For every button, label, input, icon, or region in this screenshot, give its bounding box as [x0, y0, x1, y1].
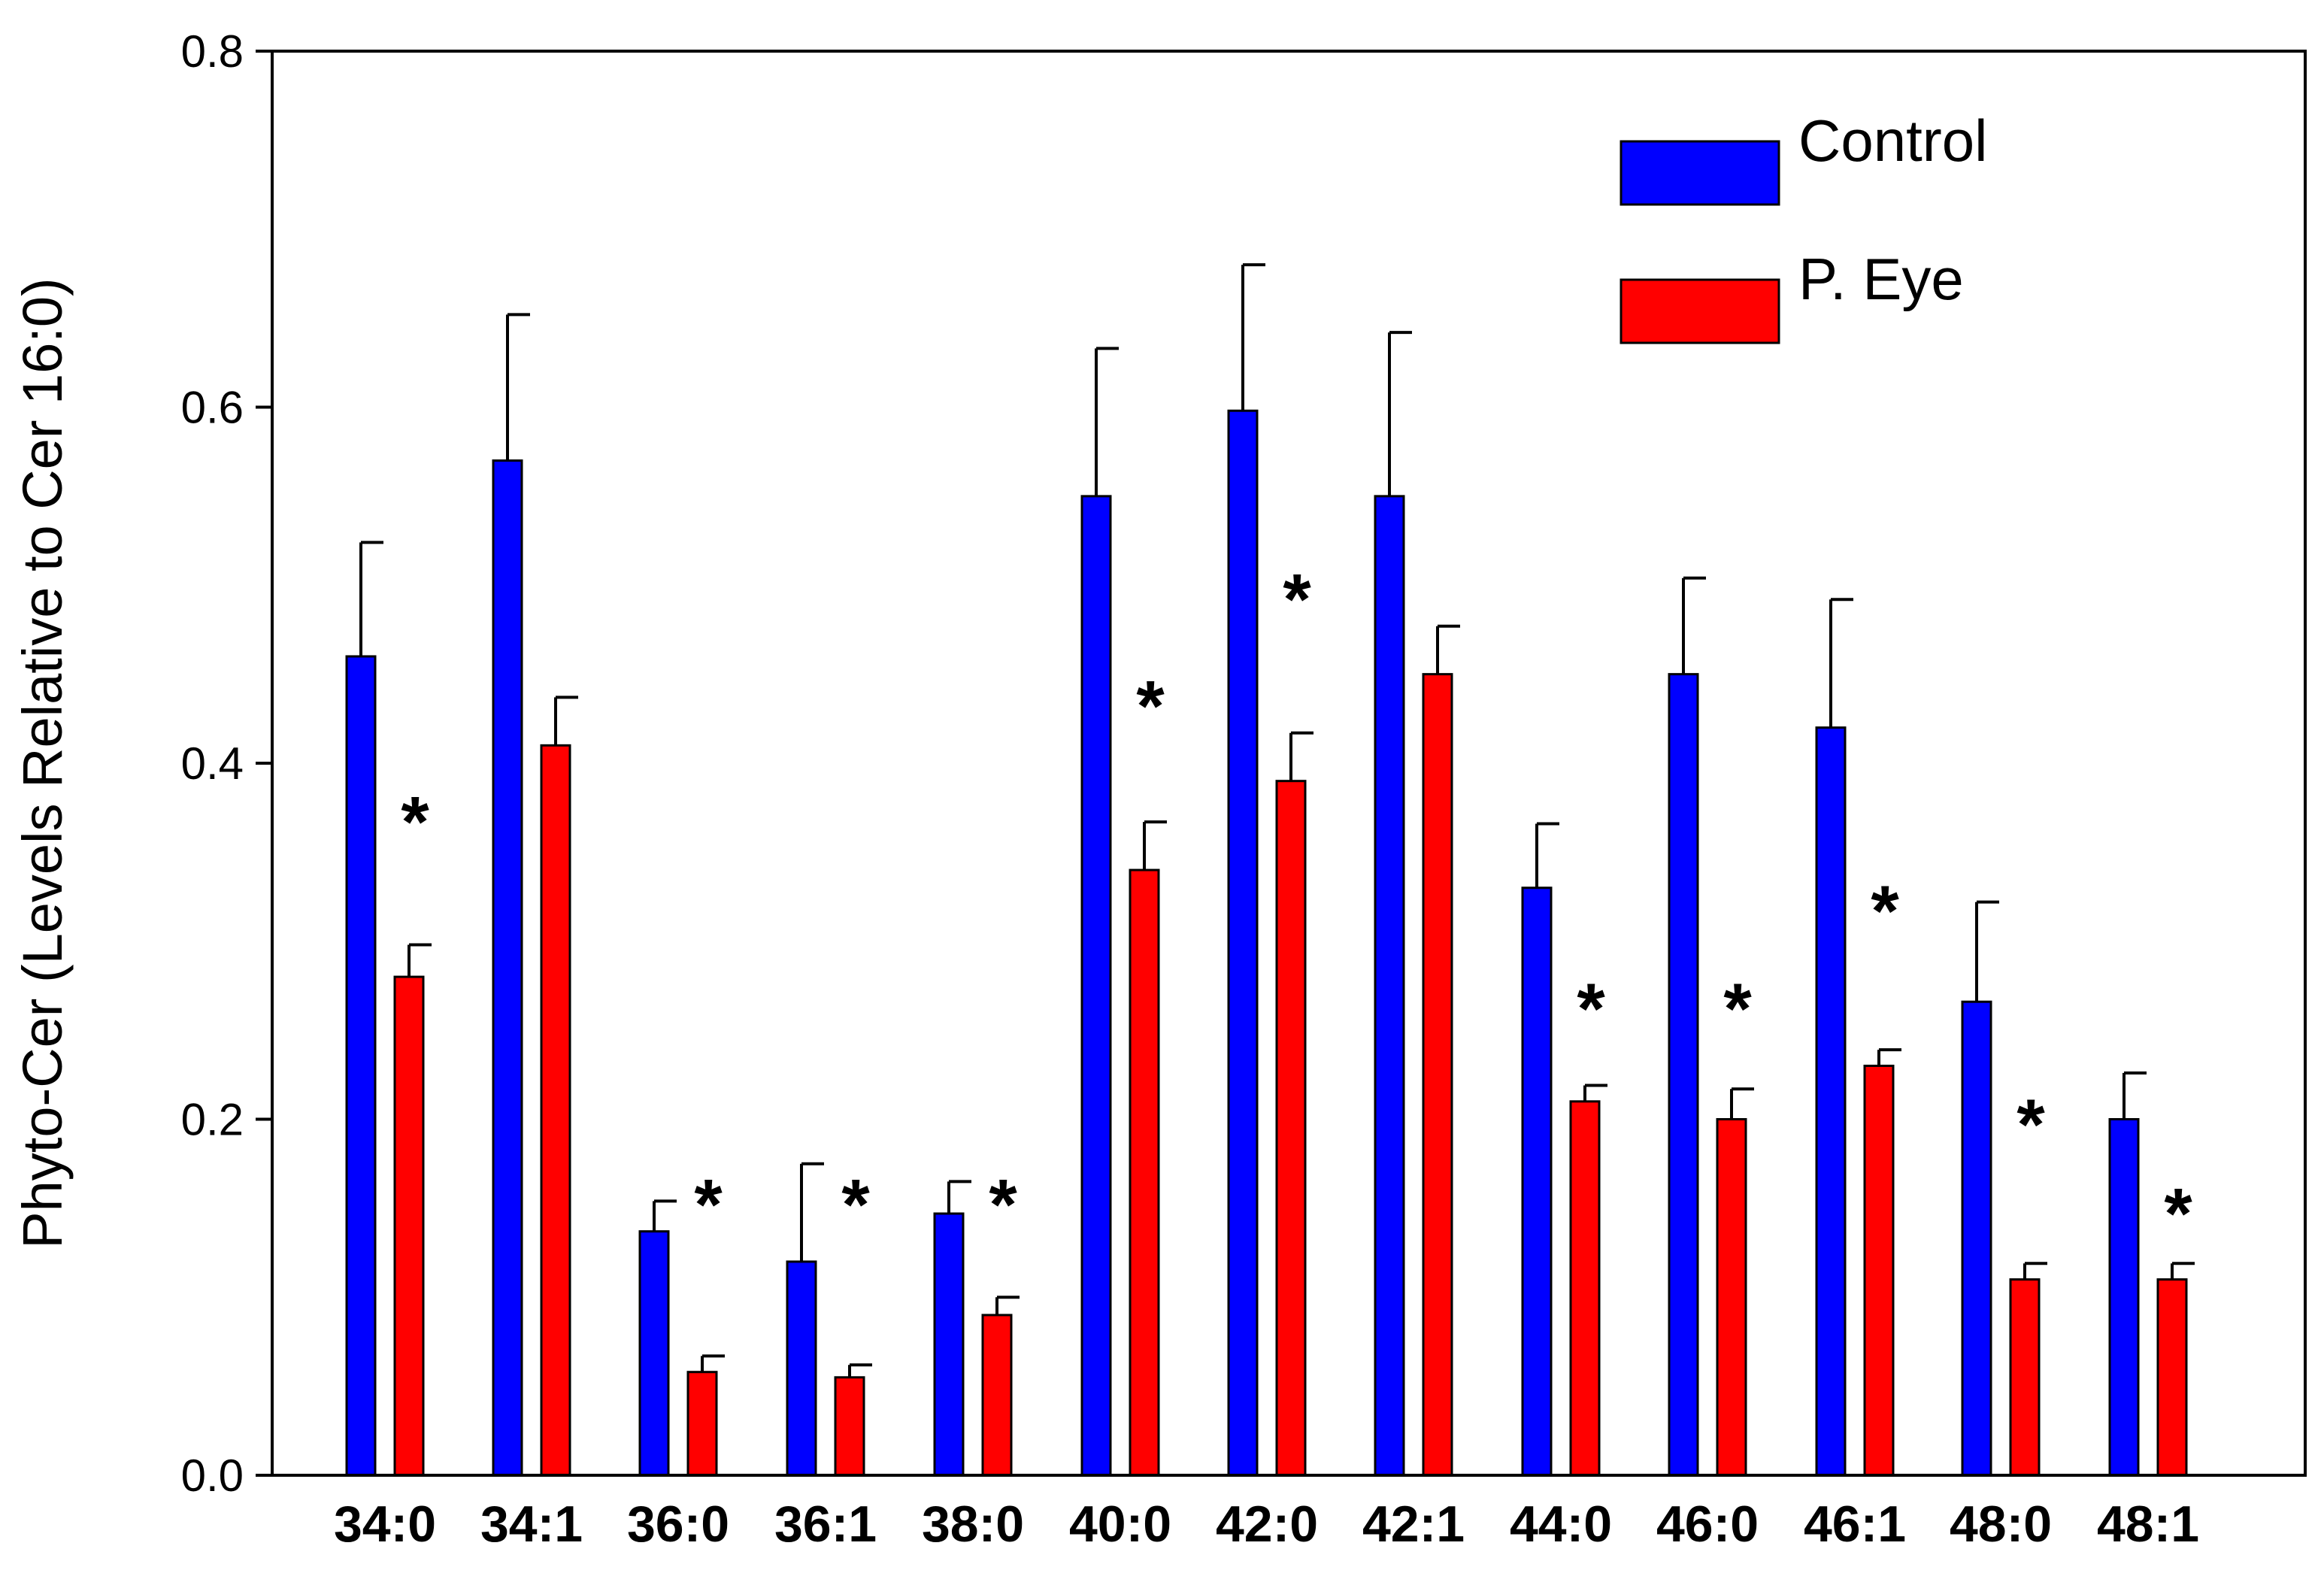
bar-series-group: [345, 409, 2188, 1477]
bar-p-eye: [2156, 1278, 2188, 1477]
bar-control: [492, 459, 523, 1477]
plot-frame: [271, 50, 2307, 1477]
y-tick-label: 0.0: [181, 1450, 244, 1501]
bar-control: [345, 655, 377, 1477]
legend-swatch-p-eye: [1620, 278, 1780, 344]
y-axis-title: Phyto-Cer (Levels Relative to Cer 16:0): [11, 277, 74, 1248]
bar-p-eye: [834, 1376, 865, 1477]
bar-control: [638, 1230, 670, 1477]
x-category-label: 38:0: [922, 1496, 1024, 1553]
bar-control: [1080, 495, 1112, 1477]
significance-star: *: [694, 1165, 723, 1245]
y-tick-label: 0.8: [181, 26, 244, 77]
significance-star: *: [2164, 1174, 2192, 1254]
bar-p-eye: [1569, 1100, 1601, 1477]
legend-label-control: Control: [1798, 108, 1987, 174]
significance-marker-group: * * * * * * * * * * *: [401, 559, 2192, 1254]
bar-control: [933, 1212, 965, 1477]
bar-p-eye: [2009, 1278, 2041, 1477]
legend-label-p-eye: P. Eye: [1798, 246, 1964, 312]
significance-star: *: [1871, 871, 1899, 951]
bar-p-eye: [1716, 1118, 1747, 1477]
bar-p-eye: [540, 744, 571, 1477]
bar-control: [786, 1260, 817, 1477]
bar-control: [1961, 1000, 1992, 1477]
x-category-label: 46:1: [1804, 1496, 1906, 1553]
significance-star: *: [2016, 1085, 2045, 1165]
bar-p-eye: [981, 1314, 1013, 1477]
x-category-label: 42:1: [1362, 1496, 1465, 1553]
x-category-label: 34:0: [334, 1496, 436, 1553]
bar-p-eye: [1275, 780, 1307, 1477]
bar-control: [1521, 887, 1553, 1477]
bar-p-eye: [1129, 868, 1160, 1477]
x-category-label: 48:0: [1950, 1496, 2052, 1553]
x-category-label: 48:1: [2097, 1496, 2199, 1553]
significance-star: *: [401, 782, 429, 862]
error-bar-group: [359, 263, 2195, 1378]
x-category-label: 36:1: [774, 1496, 877, 1553]
significance-star: *: [1723, 969, 1752, 1050]
y-tick-label: 0.2: [181, 1095, 244, 1145]
bar-control: [1815, 726, 1847, 1477]
y-axis: 0.0 0.2 0.4 0.6 0.8: [181, 26, 272, 1501]
bar-control: [1668, 673, 1699, 1477]
legend-swatch-control: [1620, 140, 1780, 206]
y-tick-label: 0.4: [181, 738, 244, 789]
bar-p-eye: [686, 1371, 718, 1477]
significance-star: *: [1136, 666, 1165, 747]
bar-p-eye: [393, 975, 425, 1477]
x-category-label: 40:0: [1069, 1496, 1171, 1553]
x-category-label: 36:0: [627, 1496, 729, 1553]
significance-star: *: [1577, 969, 1605, 1050]
bar-control: [2108, 1118, 2140, 1477]
x-category-label: 42:0: [1216, 1496, 1318, 1553]
bar-p-eye: [1863, 1064, 1895, 1477]
y-tick-label: 0.6: [181, 383, 244, 433]
x-category-label: 44:0: [1510, 1496, 1612, 1553]
bar-control: [1227, 409, 1259, 1477]
significance-star: *: [1283, 559, 1311, 640]
legend: Control P. Eye: [1620, 108, 1987, 344]
x-axis-labels: 34:0 34:1 36:0 36:1 38:0 40:0 42:0 42:1 44:0 46:0…: [334, 1496, 2199, 1553]
bar-p-eye: [1422, 673, 1453, 1477]
x-category-label: 34:1: [480, 1496, 583, 1553]
x-category-label: 46:0: [1656, 1496, 1759, 1553]
bar-control: [1374, 495, 1405, 1477]
significance-star: *: [989, 1165, 1017, 1245]
significance-star: *: [841, 1165, 870, 1245]
